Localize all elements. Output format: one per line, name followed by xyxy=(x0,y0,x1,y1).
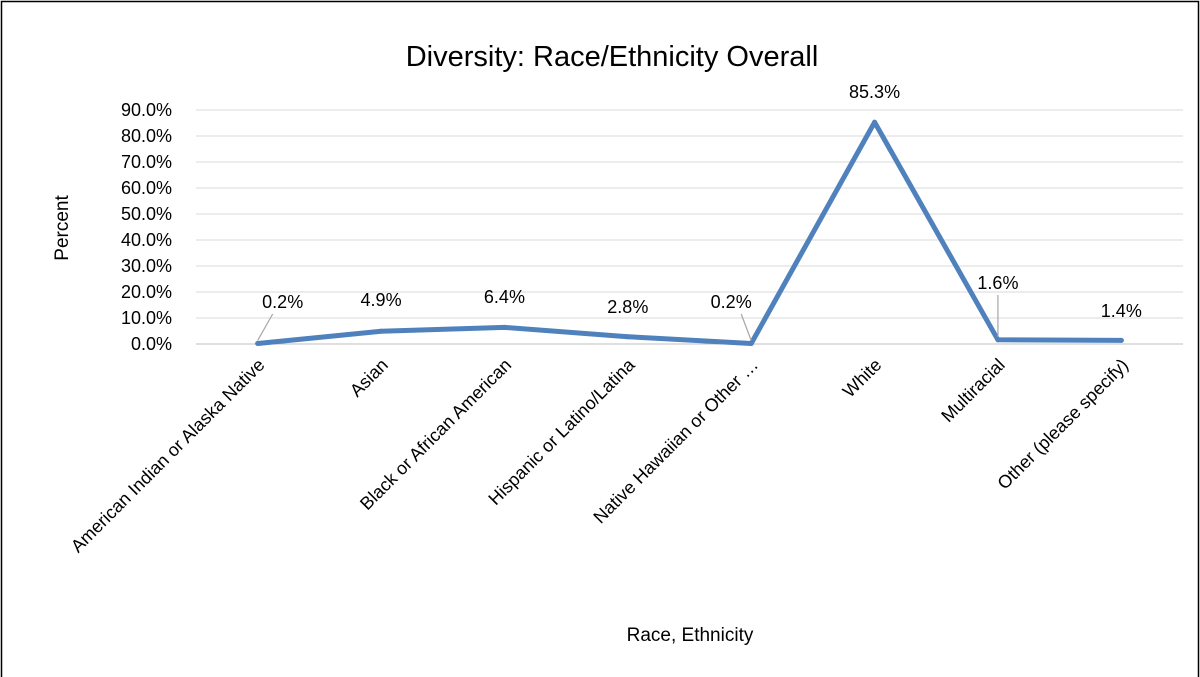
x-axis-label: Race, Ethnicity xyxy=(627,625,754,646)
data-point xyxy=(872,119,878,125)
data-label: 2.8% xyxy=(607,297,648,317)
label-leader-line xyxy=(257,313,274,341)
data-label: 1.6% xyxy=(977,273,1018,293)
data-point xyxy=(501,324,507,330)
data-label: 1.4% xyxy=(1101,301,1142,321)
data-label: 85.3% xyxy=(849,82,900,102)
y-tick-label: 40.0% xyxy=(121,230,172,250)
x-tick-label: White xyxy=(839,355,886,402)
label-leader-line xyxy=(740,313,752,341)
data-point xyxy=(378,328,384,334)
series-line xyxy=(255,119,1124,346)
y-tick-label: 90.0% xyxy=(121,100,172,120)
y-tick-label: 80.0% xyxy=(121,126,172,146)
data-point xyxy=(255,340,261,346)
data-point xyxy=(1118,337,1124,343)
x-tick-label: Multiracial xyxy=(937,355,1008,426)
x-tick-label: American Indian or Alaska Native xyxy=(67,355,269,557)
data-point xyxy=(995,337,1001,343)
x-tick-label: Other (please specify) xyxy=(993,355,1132,494)
y-tick-label: 60.0% xyxy=(121,178,172,198)
y-axis-label: Percent xyxy=(52,195,73,261)
x-tick-label: Asian xyxy=(346,355,392,401)
y-tick-label: 30.0% xyxy=(121,256,172,276)
chart-title: Diversity: Race/Ethnicity Overall xyxy=(406,41,819,73)
data-point xyxy=(748,340,754,346)
data-label: 0.2% xyxy=(262,292,303,312)
data-label: 0.2% xyxy=(711,292,752,312)
y-tick-label: 70.0% xyxy=(121,152,172,172)
y-tick-label: 20.0% xyxy=(121,282,172,302)
data-label: 6.4% xyxy=(484,287,525,307)
data-point xyxy=(625,334,631,340)
y-tick-label: 0.0% xyxy=(131,334,172,354)
y-tick-label: 10.0% xyxy=(121,308,172,328)
y-tick-label: 50.0% xyxy=(121,204,172,224)
data-label: 4.9% xyxy=(361,290,402,310)
